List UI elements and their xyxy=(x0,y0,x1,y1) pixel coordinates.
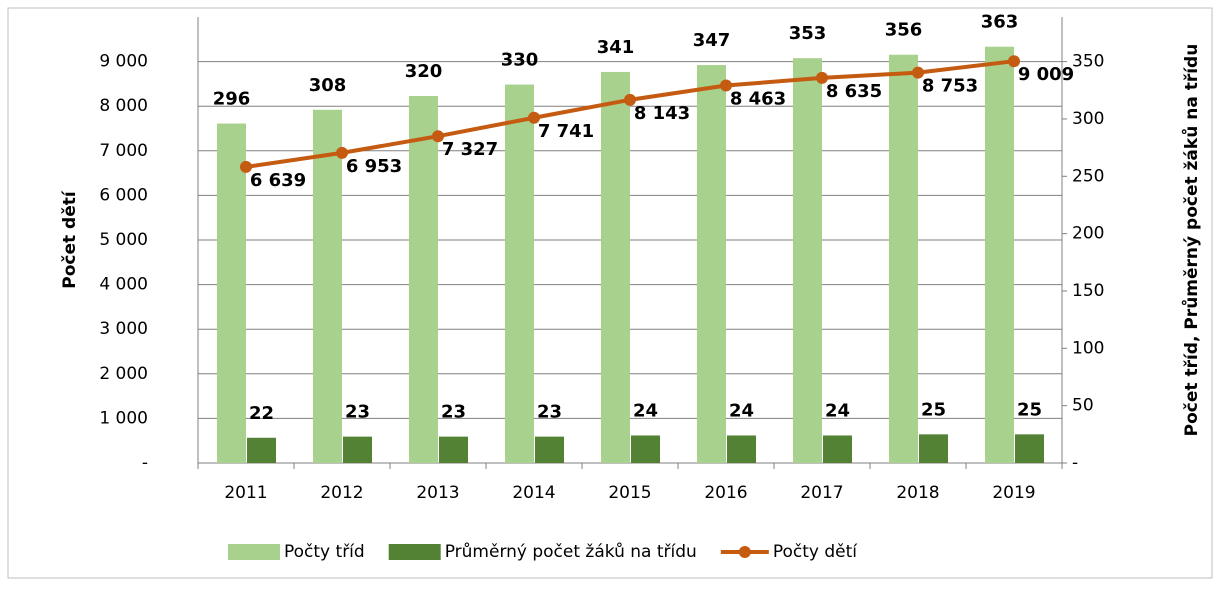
data-label: 24 xyxy=(633,400,658,421)
y-tick-label: 7 000 xyxy=(99,141,148,161)
data-label: 347 xyxy=(693,30,731,51)
bar xyxy=(409,96,438,463)
bar xyxy=(631,435,660,463)
data-label: 308 xyxy=(309,75,347,96)
y-tick-label: 5 000 xyxy=(99,230,148,250)
legend-swatch xyxy=(388,544,441,560)
legend-label: Počty dětí xyxy=(773,542,858,562)
legend-swatch xyxy=(228,544,280,560)
line-marker xyxy=(336,146,348,159)
data-label: 330 xyxy=(501,50,539,71)
line-marker xyxy=(1008,55,1020,68)
line-marker xyxy=(240,160,252,173)
data-label: 353 xyxy=(789,23,827,44)
line-marker xyxy=(624,93,636,106)
data-label: 23 xyxy=(345,402,370,423)
line-marker xyxy=(816,71,828,84)
x-tick-label: 2012 xyxy=(320,483,363,503)
bar xyxy=(439,436,468,463)
line-marker xyxy=(720,79,732,92)
y2-tick-label: 200 xyxy=(1072,224,1104,244)
legend-swatch xyxy=(738,546,751,558)
y2-tick-label: 300 xyxy=(1072,109,1104,129)
bar xyxy=(985,46,1014,463)
legend-label: Průměrný počet žáků na třídu xyxy=(445,542,697,562)
x-tick-label: 2016 xyxy=(704,483,747,503)
data-label: 6 953 xyxy=(346,156,402,177)
y2-axis-title: Počet tříd, Průměrný počet žáků na třídu xyxy=(1180,44,1202,437)
bar xyxy=(697,65,726,463)
y-axis-title: Počet dětí xyxy=(60,190,80,289)
data-label: 320 xyxy=(405,61,443,82)
x-tick-label: 2018 xyxy=(896,483,939,503)
data-label: 296 xyxy=(213,89,251,110)
data-label: 24 xyxy=(729,400,754,421)
bar xyxy=(313,109,342,464)
data-label: 22 xyxy=(249,403,274,424)
bar xyxy=(343,436,372,463)
bar xyxy=(535,436,564,463)
x-tick-label: 2014 xyxy=(512,483,555,503)
x-tick-label: 2013 xyxy=(416,483,459,503)
data-label: 8 463 xyxy=(730,89,786,110)
x-tick-label: 2015 xyxy=(608,483,651,503)
y2-tick-label: 150 xyxy=(1072,281,1104,301)
data-label: 6 639 xyxy=(250,170,306,191)
line-marker xyxy=(912,66,924,79)
data-label: 341 xyxy=(597,37,635,58)
y2-tick-label: 350 xyxy=(1072,52,1104,72)
data-label: 9 009 xyxy=(1018,64,1074,85)
y-tick-label: 1 000 xyxy=(99,408,148,428)
data-label: 8 753 xyxy=(922,76,978,97)
y-tick-label: 9 000 xyxy=(99,52,148,72)
bar xyxy=(793,58,822,464)
x-tick-label: 2017 xyxy=(800,483,843,503)
bar xyxy=(505,84,534,463)
bar xyxy=(889,54,918,463)
data-label: 25 xyxy=(1017,399,1042,420)
y-tick-label: 4 000 xyxy=(99,275,148,295)
bar xyxy=(217,123,246,464)
bar xyxy=(247,437,276,463)
data-label: 356 xyxy=(885,20,923,41)
y2-tick-label: 250 xyxy=(1072,166,1104,186)
data-label: 23 xyxy=(441,402,466,423)
legend-label: Počty tříd xyxy=(284,542,365,562)
y2-tick-label: 50 xyxy=(1072,396,1094,416)
y2-tick-label: 100 xyxy=(1072,338,1104,358)
data-label: 23 xyxy=(537,402,562,423)
y2-tick-label: - xyxy=(1072,453,1078,473)
bar xyxy=(919,434,948,463)
data-label: 8 143 xyxy=(634,103,690,124)
data-label: 7 327 xyxy=(442,139,498,160)
x-tick-label: 2019 xyxy=(992,483,1035,503)
bar xyxy=(727,435,756,463)
data-label: 25 xyxy=(921,399,946,420)
line-marker xyxy=(528,111,540,124)
bar xyxy=(1015,434,1044,463)
line-marker xyxy=(432,130,444,143)
data-label: 24 xyxy=(825,400,850,421)
y-tick-label: 6 000 xyxy=(99,185,148,205)
bar xyxy=(823,435,852,463)
data-label: 7 741 xyxy=(538,121,594,142)
bar xyxy=(601,71,630,463)
data-label: 8 635 xyxy=(826,81,882,102)
y-tick-label: 2 000 xyxy=(99,364,148,384)
data-label: 363 xyxy=(981,12,1019,33)
y-tick-label: 8 000 xyxy=(99,96,148,116)
y-tick-label: 3 000 xyxy=(99,319,148,339)
x-tick-label: 2011 xyxy=(224,483,267,503)
y-tick-label: - xyxy=(142,453,148,473)
